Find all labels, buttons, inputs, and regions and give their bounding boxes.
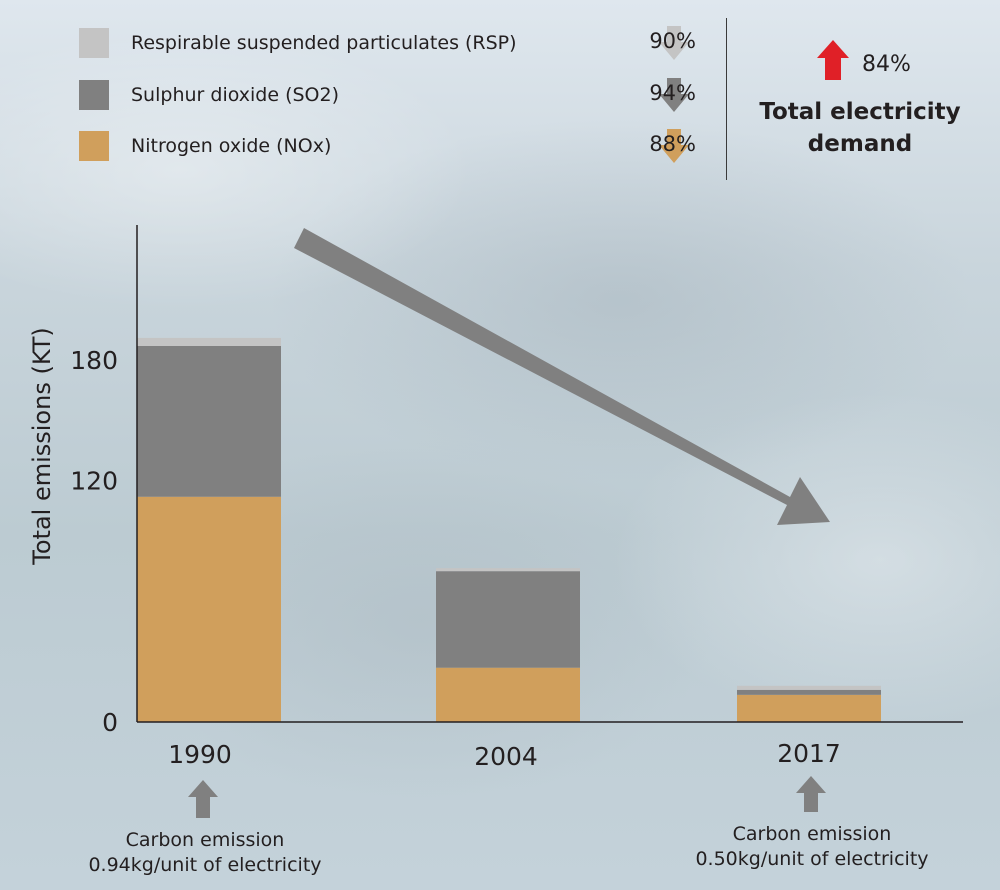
legend-swatch-nox (79, 131, 109, 161)
carbon-note-2017: Carbon emission 0.50kg/unit of electrici… (667, 822, 957, 872)
carbon-note-2017-line2: 0.50kg/unit of electricity (695, 848, 929, 870)
legend-label-so2: Sulphur dioxide (SO2) (131, 84, 339, 106)
y-tick-label-120: 120 (70, 467, 118, 496)
demand-change: 84% (862, 52, 911, 77)
bar-2017-so2 (737, 689, 881, 695)
x-tick-label-2017: 2017 (777, 739, 841, 768)
legend-swatch-so2 (79, 80, 109, 110)
up-arrow-icon (188, 780, 218, 818)
down-arrow-icon (659, 78, 689, 112)
y-axis-label: Total emissions (KT) (28, 327, 56, 565)
bar-2004-so2 (436, 571, 580, 668)
carbon-note-1990-line1: Carbon emission (125, 829, 285, 851)
up-arrow-icon (796, 776, 826, 812)
down-arrow-icon (659, 26, 689, 60)
legend-label-nox: Nitrogen oxide (NOx) (131, 135, 332, 157)
carbon-note-1990: Carbon emission 0.94kg/unit of electrici… (60, 828, 350, 878)
bar-2017-rsp (737, 685, 881, 690)
legend-change-so2: 94% (649, 81, 696, 105)
bar-1990-nox (137, 496, 281, 722)
down-arrow-icon (659, 129, 689, 163)
legend-change-nox: 88% (649, 132, 696, 156)
y-tick-label-0: 0 (102, 708, 118, 737)
demand-title: Total electricity demand (759, 99, 961, 157)
y-tick-label-180: 180 (70, 346, 118, 375)
bar-1990-so2 (137, 345, 281, 497)
legend-divider (726, 18, 727, 180)
bar-2004-nox (436, 667, 580, 722)
bar-2004-rsp (436, 568, 580, 572)
legend-swatch-rsp (79, 28, 109, 58)
up-arrow-icon (817, 40, 849, 80)
legend-change-rsp: 90% (649, 29, 696, 53)
x-tick-label-2004: 2004 (474, 742, 538, 771)
bar-1990-rsp (137, 337, 281, 346)
bar-2017-nox (737, 694, 881, 722)
carbon-note-1990-line2: 0.94kg/unit of electricity (88, 854, 322, 876)
trend-arrow-icon (294, 228, 830, 525)
x-tick-label-1990: 1990 (168, 740, 232, 769)
carbon-note-2017-line1: Carbon emission (732, 823, 892, 845)
legend-label-rsp: Respirable suspended particulates (RSP) (131, 32, 517, 54)
